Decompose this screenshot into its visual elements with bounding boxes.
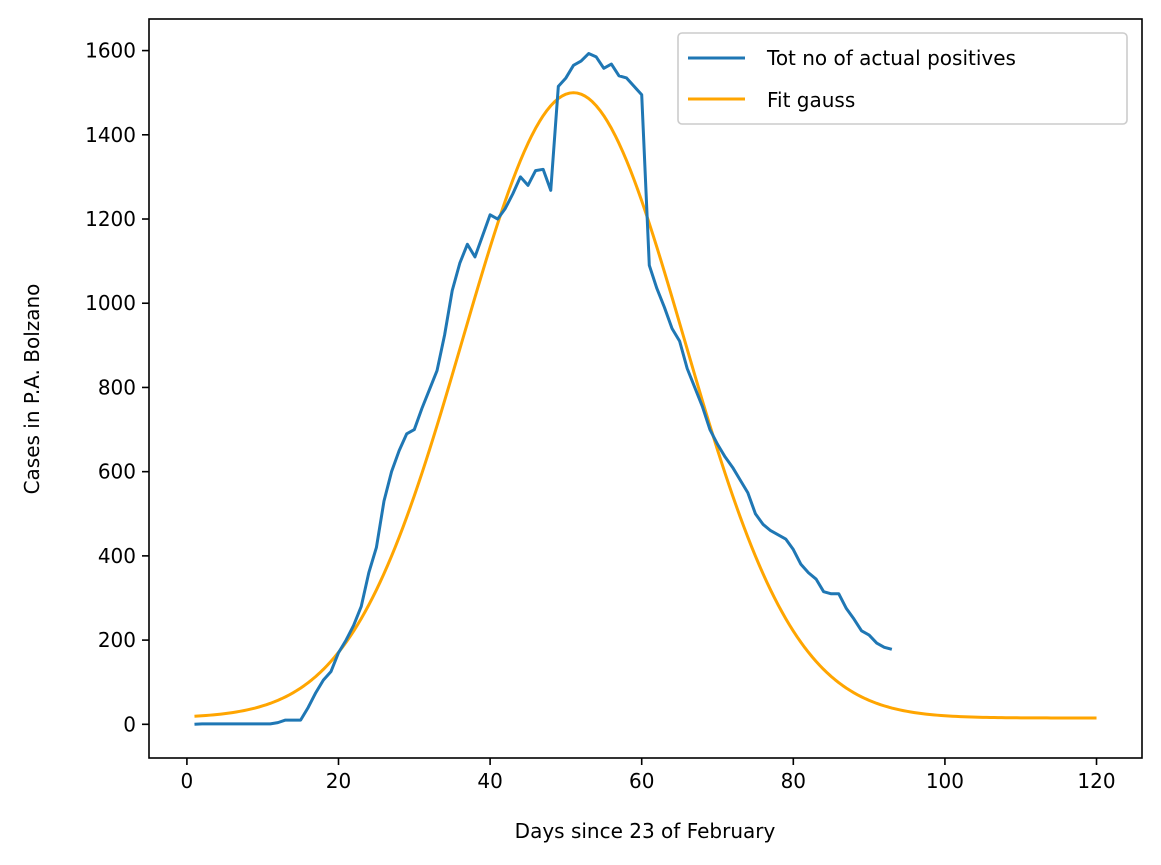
- y-axis-label: Cases in P.A. Bolzano: [20, 284, 44, 495]
- x-tick-label: 40: [477, 769, 502, 793]
- x-tick-label: 120: [1077, 769, 1115, 793]
- x-axis-label: Days since 23 of February: [515, 819, 776, 843]
- plot-area: [149, 19, 1142, 758]
- y-tick-label: 800: [98, 375, 136, 399]
- y-tick-label: 600: [98, 460, 136, 484]
- x-tick-label: 0: [181, 769, 194, 793]
- y-tick-label: 200: [98, 628, 136, 652]
- series-line-actual-positives: [194, 52, 893, 726]
- y-tick-label: 400: [98, 544, 136, 568]
- x-axis-ticks: 0 20 40 60 80 100 120: [181, 758, 1116, 793]
- x-tick-label: 60: [629, 769, 654, 793]
- legend-box: [677, 32, 1128, 125]
- legend-label-fit-gauss: Fit gauss: [767, 88, 855, 112]
- series-layer: [194, 52, 1097, 726]
- y-tick-label: 1000: [85, 291, 136, 315]
- x-tick-label: 20: [326, 769, 351, 793]
- y-tick-label: 1400: [85, 123, 136, 147]
- plot-frame: [148, 18, 1143, 759]
- y-axis-ticks: 0 200 400 600 800 1000 1200 1400 1600: [85, 39, 149, 736]
- x-tick-label: 80: [781, 769, 806, 793]
- x-tick-label: 100: [926, 769, 964, 793]
- legend-label-actual-positives: Tot no of actual positives: [766, 46, 1016, 70]
- legend: Tot no of actual positives Fit gauss: [677, 32, 1128, 125]
- y-tick-label: 0: [123, 712, 136, 736]
- y-tick-label: 1600: [85, 39, 136, 63]
- y-tick-label: 1200: [85, 207, 136, 231]
